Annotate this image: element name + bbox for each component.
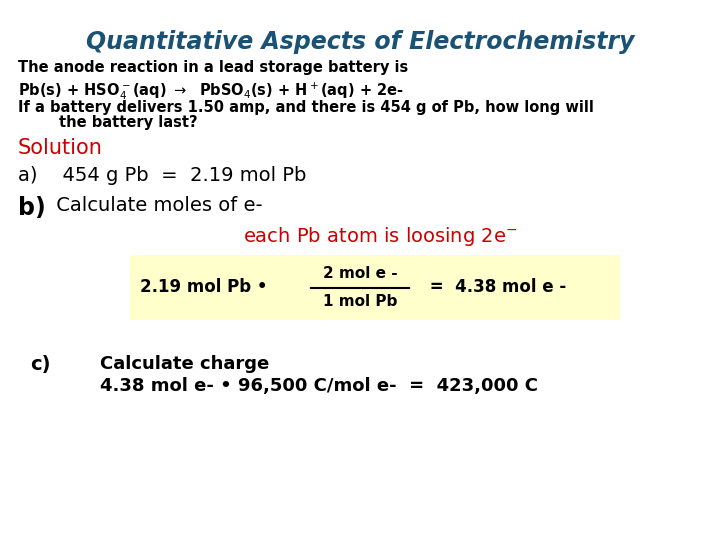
Text: 2 mol e -: 2 mol e - xyxy=(323,266,397,281)
Text: Quantitative Aspects of Electrochemistry: Quantitative Aspects of Electrochemistry xyxy=(86,30,634,54)
Text: Solution: Solution xyxy=(18,138,103,158)
Text: =  4.38 mol e -: = 4.38 mol e - xyxy=(424,279,566,296)
Text: c): c) xyxy=(30,355,50,374)
Text: 1 mol Pb: 1 mol Pb xyxy=(323,294,397,309)
Text: The anode reaction in a lead storage battery is: The anode reaction in a lead storage bat… xyxy=(18,60,408,75)
Text: a)    454 g Pb  =  2.19 mol Pb: a) 454 g Pb = 2.19 mol Pb xyxy=(18,166,307,185)
Text: If a battery delivers 1.50 amp, and there is 454 g of Pb, how long will: If a battery delivers 1.50 amp, and ther… xyxy=(18,100,594,115)
Text: Calculate charge: Calculate charge xyxy=(100,355,269,373)
Text: 4.38 mol e- • 96,500 C/mol e-  =  423,000 C: 4.38 mol e- • 96,500 C/mol e- = 423,000 … xyxy=(100,377,538,395)
Text: Pb(s) + HSO$_4^-$(aq) $\rightarrow$  PbSO$_4$(s) + H$^+$(aq) + 2e-: Pb(s) + HSO$_4^-$(aq) $\rightarrow$ PbSO… xyxy=(18,80,404,102)
Text: each Pb atom is loosing 2e$^{-}$: each Pb atom is loosing 2e$^{-}$ xyxy=(243,225,517,248)
Text: Calculate moles of e-: Calculate moles of e- xyxy=(50,196,263,215)
Text: 2.19 mol Pb •: 2.19 mol Pb • xyxy=(140,279,267,296)
Text: b): b) xyxy=(18,196,46,220)
Text: the battery last?: the battery last? xyxy=(18,115,197,130)
